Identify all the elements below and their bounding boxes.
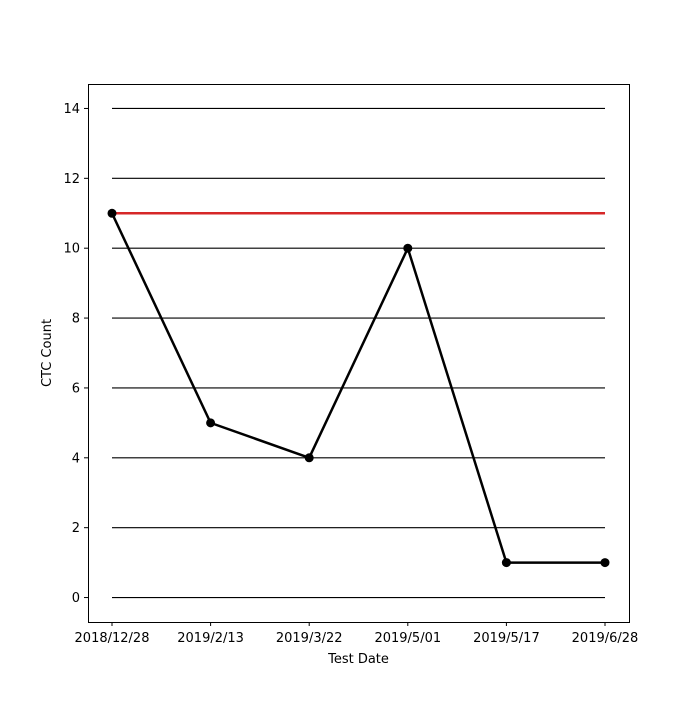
y-tick-label: 2 bbox=[72, 521, 80, 536]
x-axis-label: Test Date bbox=[327, 652, 389, 667]
series-line bbox=[110, 212, 605, 564]
data-point bbox=[206, 418, 216, 428]
y-tick-label: 14 bbox=[63, 102, 80, 117]
x-axis-ticks: 2018/12/28 2019/2/13 2019/3/22 2019/5/01 201… bbox=[75, 622, 639, 646]
data-point bbox=[403, 243, 413, 253]
data-point bbox=[107, 208, 117, 218]
plot-frame bbox=[88, 84, 630, 623]
y-axis-ticks: 0 2 4 6 8 10 12 14 bbox=[63, 102, 88, 606]
data-point bbox=[600, 558, 610, 568]
data-point bbox=[304, 453, 314, 463]
y-tick-label: 0 bbox=[72, 591, 80, 606]
y-tick-label: 4 bbox=[72, 451, 80, 466]
x-tick-label: 2019/5/01 bbox=[374, 631, 441, 646]
x-tick-label: 2019/3/22 bbox=[276, 631, 343, 646]
data-point bbox=[501, 558, 511, 568]
series-layer bbox=[107, 208, 610, 568]
x-tick-label: 2019/6/28 bbox=[572, 631, 639, 646]
y-tick-label: 8 bbox=[72, 312, 80, 327]
y-tick-label: 6 bbox=[72, 381, 80, 396]
y-axis-label: CTC Count bbox=[40, 319, 55, 387]
x-tick-label: 2019/2/13 bbox=[177, 631, 244, 646]
x-tick-label: 2019/5/17 bbox=[473, 631, 540, 646]
y-tick-label: 12 bbox=[63, 172, 80, 187]
x-tick-label: 2018/12/28 bbox=[75, 631, 150, 646]
y-tick-label: 10 bbox=[63, 242, 80, 257]
